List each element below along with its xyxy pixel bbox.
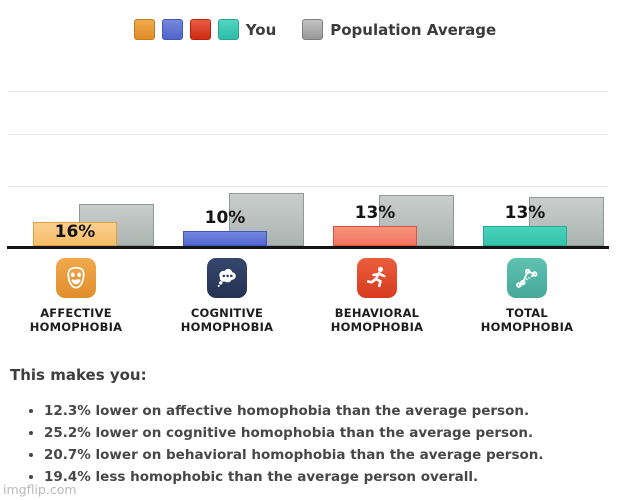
category-total: TOTAL HOMOPHOBIA [452,258,602,334]
value-label-affective: 16% [54,222,96,242]
thought-bubble-icon [207,258,247,298]
category-behavioral: BEHAVIORAL HOMOPHOBIA [302,258,452,334]
you-bar-cognitive [183,231,267,246]
bar-chart: 16% 10% 13% 13% [7,91,609,249]
x-axis-line [7,246,609,249]
you-bar-affective [33,222,117,246]
summary-bullet-affective: 12.3% lower on affective homophobia than… [44,400,622,422]
line-graph-icon [507,258,547,298]
category-affective: AFFECTIVE HOMOPHOBIA [1,258,151,334]
summary-bullet-overall: 19.4% less homophobic than the average p… [44,466,622,488]
gridline [8,91,608,92]
value-label-cognitive: 10% [204,208,246,228]
summary-section: This makes you: 12.3% lower on affective… [10,366,622,488]
category-label-affective: AFFECTIVE HOMOPHOBIA [29,306,123,334]
gridline [8,134,608,135]
chart-legend: You Population Average [0,19,632,40]
legend-population-label: Population Average [330,20,497,39]
value-label-behavioral: 13% [354,203,396,223]
legend-swatch-red [189,19,211,40]
you-bar-behavioral [333,226,417,246]
legend-you-label: You [245,20,277,39]
imgflip-watermark: imgflip.com [3,482,77,497]
summary-heading: This makes you: [10,366,147,384]
summary-bullet-cognitive: 25.2% lower on cognitive homophobia than… [44,422,622,444]
category-label-total: TOTAL HOMOPHOBIA [480,306,574,334]
you-bar-total [483,226,567,246]
theater-mask-icon [56,258,96,298]
category-label-cognitive: COGNITIVE HOMOPHOBIA [180,306,274,334]
legend-swatch-teal [217,19,239,40]
legend-swatch-orange [133,19,155,40]
summary-bullet-behavioral: 20.7% lower on behavioral homophobia tha… [44,444,622,466]
value-label-total: 13% [504,203,546,223]
category-label-behavioral: BEHAVIORAL HOMOPHOBIA [330,306,424,334]
legend-swatch-gray [302,19,324,40]
legend-swatch-blue [161,19,183,40]
summary-list: 12.3% lower on affective homophobia than… [10,400,622,488]
category-cognitive: COGNITIVE HOMOPHOBIA [152,258,302,334]
runner-icon [357,258,397,298]
gridline [8,186,608,187]
